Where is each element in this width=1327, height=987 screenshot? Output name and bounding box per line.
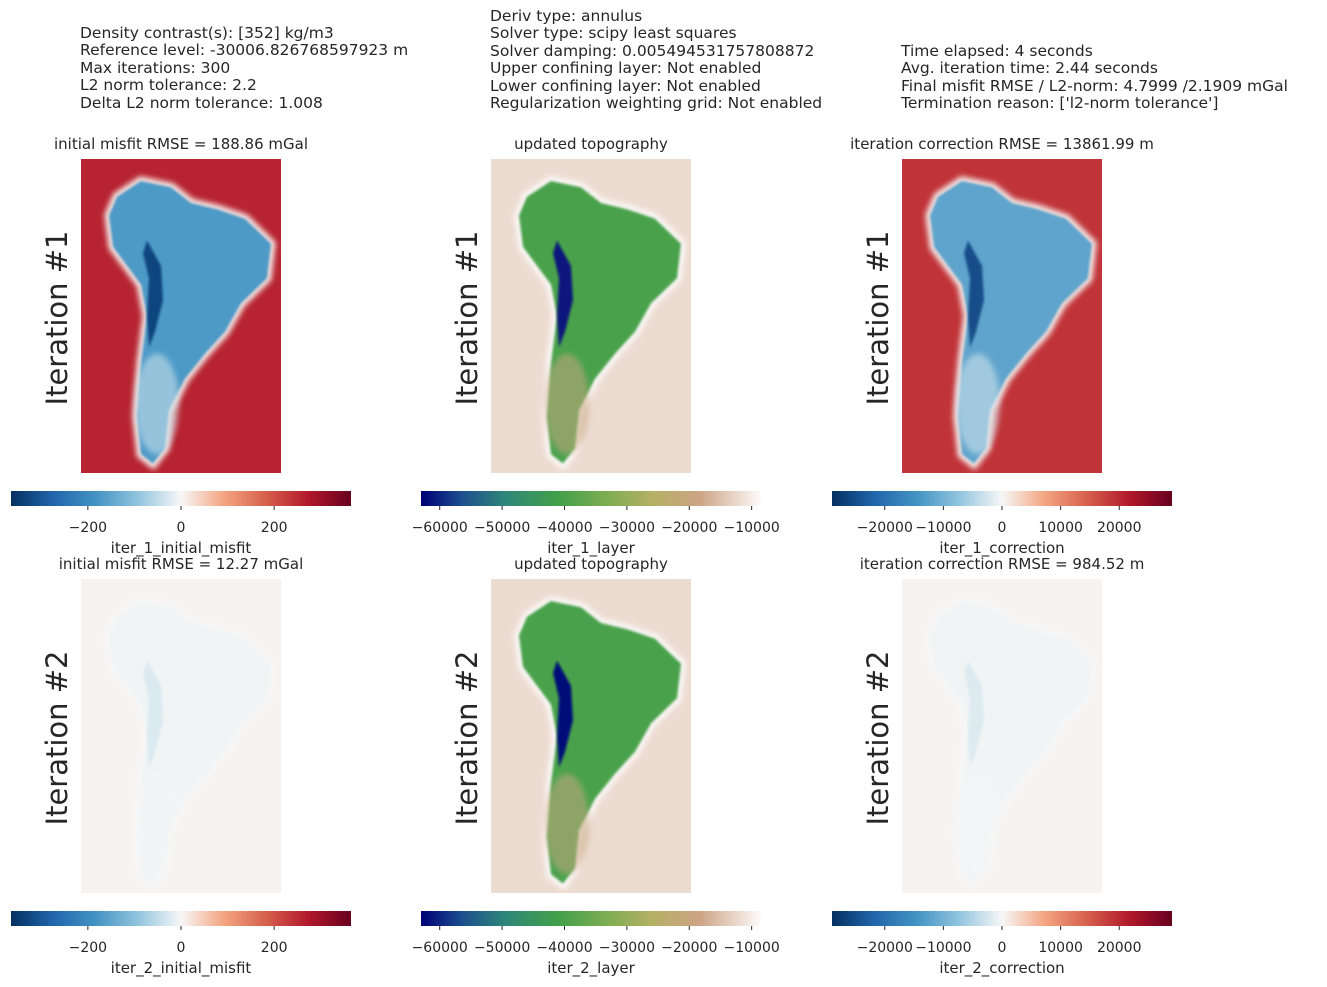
heatmap-trench	[143, 240, 163, 348]
heatmap-south	[956, 773, 1000, 875]
header-line: L2 norm tolerance: 2.2	[80, 76, 257, 95]
row-label: Iteration #1	[40, 231, 74, 406]
header-line: Upper confining layer: Not enabled	[490, 59, 762, 78]
panel-title: updated topography	[514, 135, 668, 153]
header-line: Max iterations: 300	[80, 58, 231, 77]
colorbar-tick-label: −40000	[536, 520, 592, 536]
panel-title: initial misfit RMSE = 188.86 mGal	[54, 135, 308, 153]
panel-title: iteration correction RMSE = 984.52 m	[860, 555, 1145, 573]
colorbar-tick-label: −10000	[915, 520, 971, 536]
header-line: Final misfit RMSE / L2-norm: 4.7999 /2.1…	[901, 76, 1288, 95]
colorbar-tick-label: 200	[261, 940, 288, 956]
heatmap-south	[135, 353, 179, 455]
header-line: Reference level: -30006.826768597923 m	[80, 41, 409, 60]
colorbar-tick-label: −30000	[599, 940, 655, 956]
colorbar-tick-label: −200	[69, 940, 107, 956]
header-line: Lower confining layer: Not enabled	[490, 76, 761, 95]
colorbar-tick-label: −20000	[661, 940, 717, 956]
row-label: Iteration #1	[861, 231, 895, 406]
header-line: Avg. iteration time: 2.44 seconds	[901, 59, 1158, 78]
colorbar	[11, 491, 351, 506]
colorbar	[421, 911, 761, 926]
row-label: Iteration #1	[450, 231, 484, 406]
heatmap-panel: initial misfit RMSE = 188.86 mGal Iterati…	[11, 135, 351, 558]
header-line: Density contrast(s): [352] kg/m3	[80, 24, 334, 42]
heatmap-trench	[964, 660, 984, 768]
colorbar-tick-label: −50000	[474, 520, 530, 536]
row-label: Iteration #2	[40, 651, 74, 826]
colorbar-label: iter_2_correction	[939, 959, 1064, 978]
colorbar-label: iter_2_initial_misfit	[111, 959, 252, 978]
colorbar-tick-label: 20000	[1097, 520, 1142, 536]
header-parameters-right: Time elapsed: 4 seconds Avg. iteration ti…	[901, 42, 1288, 113]
colorbar-tick-label: −20000	[661, 520, 717, 536]
header-line: Delta L2 norm tolerance: 1.008	[80, 93, 323, 112]
colorbar-tick-label: −10000	[724, 520, 780, 536]
colorbar-tick-label: −60000	[412, 940, 468, 956]
heatmap-panel: iteration correction RMSE = 984.52 m Iter…	[832, 555, 1172, 978]
heatmap-trench	[553, 660, 573, 768]
colorbar-tick-label: 0	[998, 940, 1007, 956]
panel-title: initial misfit RMSE = 12.27 mGal	[59, 555, 303, 573]
heatmap-south	[545, 353, 589, 455]
heatmap-south	[545, 773, 589, 875]
colorbar-tick-label: 0	[177, 520, 186, 536]
heatmap-panel: initial misfit RMSE = 12.27 mGal Iteratio…	[11, 555, 351, 978]
header-line: Solver damping: 0.005494531757808872	[490, 41, 815, 60]
heatmap-south	[135, 773, 179, 875]
header-line: Termination reason: ['l2-norm tolerance'…	[901, 94, 1219, 113]
colorbar-tick-label: 0	[998, 520, 1007, 536]
panel-title: iteration correction RMSE = 13861.99 m	[850, 135, 1154, 153]
heatmap-panel: iteration correction RMSE = 13861.99 m It…	[832, 135, 1172, 558]
colorbar-tick-label: −10000	[724, 940, 780, 956]
heatmap-panel: updated topography Iteration #2 −60000 −500…	[412, 555, 780, 978]
colorbar	[421, 491, 761, 506]
colorbar	[832, 491, 1172, 506]
heatmap-trench	[143, 660, 163, 768]
colorbar-label: iter_1_layer	[547, 539, 635, 558]
colorbar-tick-label: −50000	[474, 940, 530, 956]
colorbar	[832, 911, 1172, 926]
colorbar-tick-label: 20000	[1097, 940, 1142, 956]
colorbar-tick-label: −20000	[857, 520, 913, 536]
row-label: Iteration #2	[861, 651, 895, 826]
colorbar-tick-label: −30000	[599, 520, 655, 536]
header-line: Deriv type: annulus	[490, 7, 643, 25]
header-parameters-left: Density contrast(s): [352] kg/m3 Referenc…	[80, 24, 409, 112]
colorbar-tick-label: −10000	[915, 940, 971, 956]
colorbar-tick-label: −60000	[412, 520, 468, 536]
colorbar	[11, 911, 351, 926]
colorbar-label: iter_1_initial_misfit	[111, 539, 252, 558]
heatmap-trench	[553, 240, 573, 348]
header-parameters-middle: Deriv type: annulus Solver type: scipy le…	[490, 7, 823, 112]
heatmap-south	[956, 353, 1000, 455]
row-label: Iteration #2	[450, 651, 484, 826]
header-line: Regularization weighting grid: Not enabl…	[490, 93, 823, 112]
colorbar-tick-label: −200	[69, 520, 107, 536]
colorbar-label: iter_2_layer	[547, 959, 635, 978]
colorbar-tick-label: −40000	[536, 940, 592, 956]
heatmap-trench	[964, 240, 984, 348]
colorbar-tick-label: 200	[261, 520, 288, 536]
heatmap-panel: updated topography Iteration #1 −60000 −500…	[412, 135, 780, 558]
colorbar-tick-label: 10000	[1038, 520, 1083, 536]
header-line: Solver type: scipy least squares	[490, 24, 737, 43]
colorbar-tick-label: 10000	[1038, 940, 1083, 956]
colorbar-label: iter_1_correction	[939, 539, 1064, 558]
colorbar-tick-label: −20000	[857, 940, 913, 956]
panel-title: updated topography	[514, 555, 668, 573]
header-line: Time elapsed: 4 seconds	[901, 42, 1093, 60]
colorbar-tick-label: 0	[177, 940, 186, 956]
